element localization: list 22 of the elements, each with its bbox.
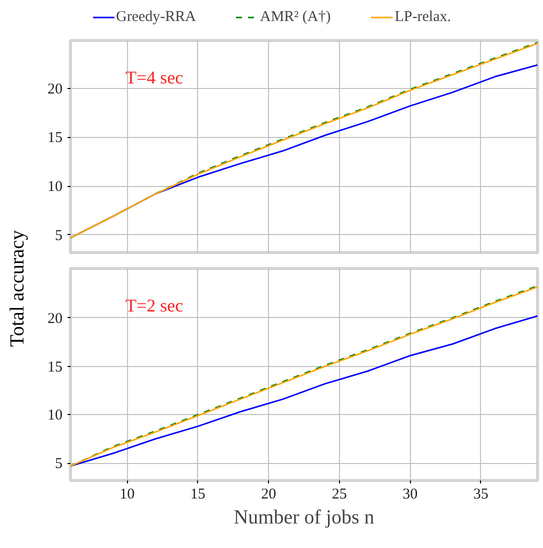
legend-label: LP-relax. <box>394 8 451 26</box>
annotation: T=2 sec <box>126 296 184 316</box>
x-tick-label: 15 <box>190 486 206 502</box>
y-axis-title: Total accuracy <box>6 230 28 347</box>
annotation: T=4 sec <box>126 68 184 88</box>
line-series <box>70 315 538 467</box>
x-tick-label: 35 <box>473 486 488 502</box>
x-tick-label: 20 <box>261 486 276 502</box>
x-tick-label: 10 <box>120 486 135 502</box>
y-tick-label: 20 <box>48 310 62 327</box>
x-tick-label: 25 <box>332 486 347 502</box>
y-tick-label: 15 <box>48 130 62 146</box>
x-tick-label: 30 <box>402 486 418 502</box>
x-axis-title: Number of jobs n <box>234 506 374 528</box>
y-tick-label: 5 <box>55 228 62 244</box>
legend-label: Greedy-RRA <box>116 8 196 26</box>
y-tick-label: 10 <box>48 179 62 196</box>
y-tick-label: 5 <box>55 456 62 472</box>
y-tick-label: 20 <box>48 81 62 98</box>
y-tick-label: 10 <box>48 408 62 424</box>
legend-label: AMR² (A†) <box>260 8 331 26</box>
y-tick-label: 15 <box>48 359 62 376</box>
